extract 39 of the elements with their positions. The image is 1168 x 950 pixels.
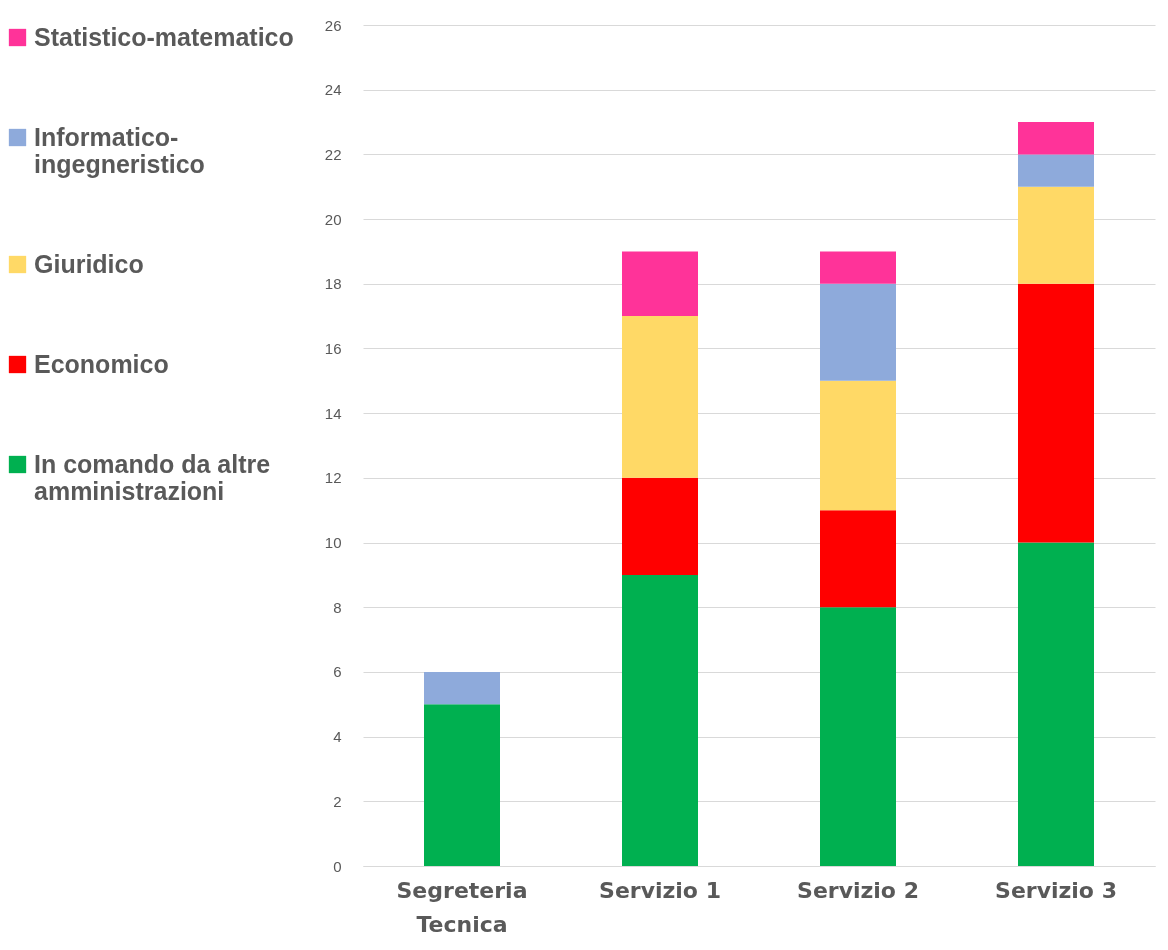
y-tick-label: 14 xyxy=(324,404,342,422)
y-tick-label: 20 xyxy=(324,210,342,228)
bar xyxy=(820,607,896,866)
bar xyxy=(622,477,698,575)
y-tick-label: 16 xyxy=(324,339,342,357)
y-tick-label: 4 xyxy=(333,728,342,746)
y-tick-label: 10 xyxy=(324,534,342,552)
y-tick-label: 18 xyxy=(324,275,342,293)
bar xyxy=(622,574,698,866)
x-tick-label: Servizio 2 xyxy=(797,877,919,903)
y-tick-label: 8 xyxy=(333,598,342,616)
bar xyxy=(820,251,896,284)
y-tick-label: 26 xyxy=(324,16,342,34)
bar xyxy=(820,283,896,381)
bar xyxy=(622,251,698,317)
legend-label: Statistico-matematico xyxy=(34,22,294,51)
bar xyxy=(424,704,500,866)
y-tick-label: 24 xyxy=(324,81,342,99)
legend-label: In comando da altre amministrazioni xyxy=(34,449,271,505)
y-tick-label: 6 xyxy=(333,663,342,681)
y-tick-label: 2 xyxy=(333,792,342,810)
bar xyxy=(1018,283,1094,543)
legend-label: Giuridico xyxy=(34,249,144,278)
x-tick-label: Servizio 1 xyxy=(599,877,721,903)
y-tick-label: 0 xyxy=(333,857,342,875)
bar xyxy=(820,380,896,511)
x-tick-label: Segreteria Tecnica xyxy=(396,877,528,937)
bar xyxy=(622,316,698,478)
x-tick-label: Servizio 3 xyxy=(995,877,1117,903)
bar xyxy=(1018,122,1094,155)
legend-label: Economico xyxy=(34,349,169,378)
bar xyxy=(1018,186,1094,284)
bar xyxy=(1018,542,1094,866)
legend-label: Informatico-ingegneristico xyxy=(34,122,205,178)
bar xyxy=(1018,154,1094,187)
bar xyxy=(424,671,500,705)
y-tick-label: 12 xyxy=(324,469,342,487)
bar xyxy=(820,510,896,608)
y-tick-label: 22 xyxy=(324,145,342,163)
